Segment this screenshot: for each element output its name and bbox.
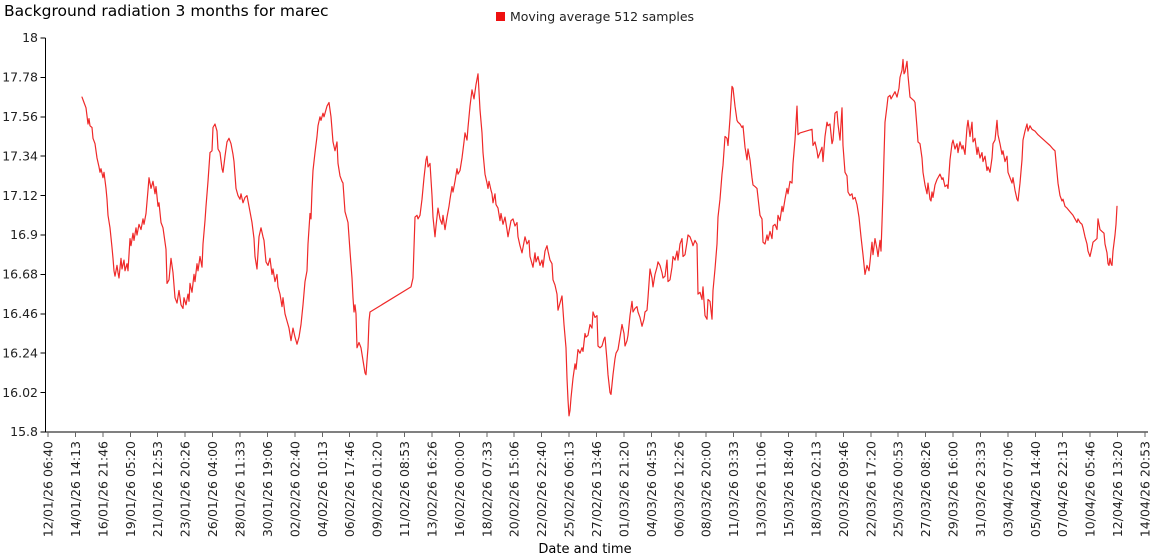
x-tick-label: 30/01/26 19:06 [260,441,275,537]
x-tick-label: 13/02/26 16:26 [424,441,439,537]
x-tick-label: 15/03/26 18:40 [781,441,796,537]
y-tick-label: 17.56 [2,109,38,124]
x-tick-label: 06/03/26 12:26 [671,441,686,537]
x-tick-label: 07/04/26 22:13 [1055,441,1070,537]
x-tick-label: 14/04/26 20:53 [1138,441,1150,537]
x-tick-label: 09/02/26 01:20 [370,441,385,537]
x-tick-label: 03/04/26 07:06 [1000,441,1015,537]
y-tick-label: 17.12 [2,188,38,203]
x-tick-label: 16/01/26 21:46 [95,441,110,537]
x-tick-label: 18/02/26 07:33 [479,441,494,537]
x-tick-label: 25/03/26 00:53 [891,441,906,537]
x-tick-label: 01/03/26 21:20 [616,441,631,537]
x-tick-label: 19/01/26 05:20 [123,441,138,537]
x-tick-label: 29/03/26 16:00 [946,441,961,537]
x-tick-label: 18/03/26 02:13 [808,441,823,537]
x-tick-label: 27/02/26 13:46 [589,441,604,537]
x-tick-label: 21/01/26 12:53 [150,441,165,537]
x-tick-label: 23/01/26 20:26 [178,441,193,537]
x-tick-label: 25/02/26 06:13 [562,441,577,537]
x-tick-label: 12/01/26 06:40 [41,441,56,537]
legend-marker-icon [496,12,505,21]
y-tick-label: 16.68 [2,267,38,282]
y-tick-label: 17.34 [2,148,38,163]
x-tick-label: 13/03/26 11:06 [754,441,769,537]
chart-title: Background radiation 3 months for marec [4,2,329,20]
x-tick-label: 05/04/26 14:40 [1028,441,1043,537]
x-tick-label: 02/02/26 02:40 [287,441,302,537]
x-tick-label: 11/03/26 03:33 [726,441,741,537]
x-axis-title: Date and time [538,542,632,557]
x-tick-label: 20/02/26 15:06 [507,441,522,537]
y-tick-label: 16.46 [2,306,38,321]
x-tick-label: 27/03/26 08:26 [918,441,933,537]
y-tick-label: 15.8 [10,424,38,439]
x-tick-label: 16/02/26 00:00 [452,441,467,537]
legend: Moving average 512 samples [496,9,694,24]
y-tick-label: 16.9 [10,227,38,242]
y-tick-label: 18 [22,30,38,45]
x-tick-label: 11/02/26 08:53 [397,441,412,537]
x-tick-label: 26/01/26 04:00 [205,441,220,537]
x-tick-label: 20/03/26 09:46 [836,441,851,537]
x-tick-label: 06/02/26 17:46 [342,441,357,537]
x-tick-label: 14/01/26 14:13 [68,441,83,537]
x-tick-label: 04/02/26 10:13 [315,441,330,537]
x-tick-label: 22/03/26 17:20 [863,441,878,537]
x-tick-label: 04/03/26 04:53 [644,441,659,537]
series-line [81,58,1118,417]
y-tick-label: 17.78 [2,70,38,85]
legend-label: Moving average 512 samples [510,9,695,24]
x-tick-label: 28/01/26 11:33 [232,441,247,537]
x-tick-label: 10/04/26 05:46 [1083,441,1098,537]
x-tick-label: 22/02/26 22:40 [534,441,549,537]
y-tick-label: 16.24 [2,345,38,360]
y-tick-label: 16.02 [2,385,38,400]
x-tick-label: 08/03/26 20:00 [699,441,714,537]
x-tick-label: 12/04/26 13:20 [1110,441,1125,537]
x-tick-label: 31/03/26 23:33 [973,441,988,537]
